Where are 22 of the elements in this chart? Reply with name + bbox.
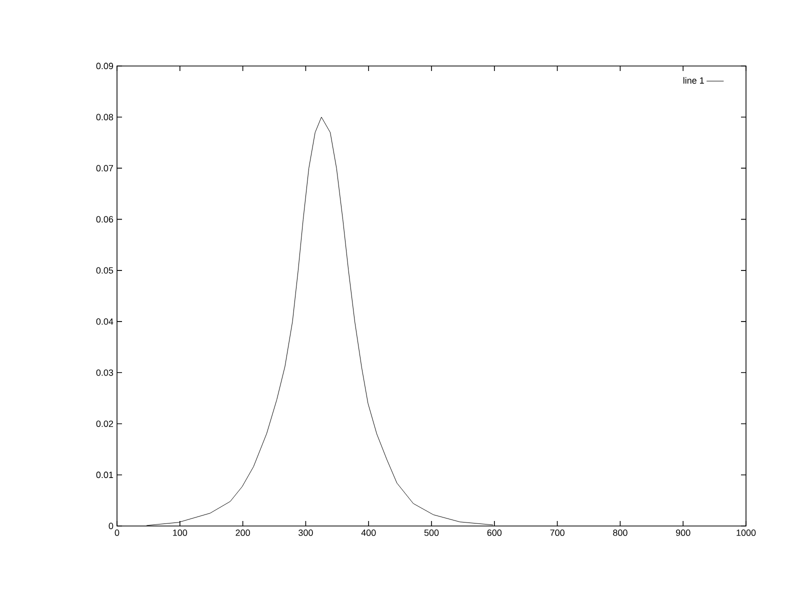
x-tick-label: 1000 xyxy=(736,530,756,536)
y-tick-label: 0.09 xyxy=(96,62,114,70)
x-tick-label: 100 xyxy=(173,530,188,536)
y-tick-label: 0.03 xyxy=(96,369,114,376)
x-tick-label: 0 xyxy=(114,530,120,536)
x-tick-label: 300 xyxy=(298,530,313,536)
y-tick-label: 0.06 xyxy=(96,216,114,223)
legend-label: line 1 xyxy=(683,77,704,84)
y-tick-label: 0.01 xyxy=(96,472,114,478)
x-tick-label: 600 xyxy=(487,530,502,536)
x-tick-label: 400 xyxy=(361,530,376,536)
y-tick-label: 0 xyxy=(108,522,114,530)
y-tick-label: 0.04 xyxy=(96,318,114,325)
y-tick-label: 0.07 xyxy=(96,165,114,172)
x-tick-label: 500 xyxy=(424,530,439,536)
y-tick-label: 0.05 xyxy=(96,267,114,274)
y-tick-label: 0.08 xyxy=(96,114,114,120)
x-tick-label: 900 xyxy=(676,530,690,536)
x-tick-label: 700 xyxy=(550,530,564,536)
x-tick-label: 200 xyxy=(236,530,250,536)
y-tick-label: 0.02 xyxy=(96,420,114,427)
x-tick-label: 800 xyxy=(613,530,628,536)
